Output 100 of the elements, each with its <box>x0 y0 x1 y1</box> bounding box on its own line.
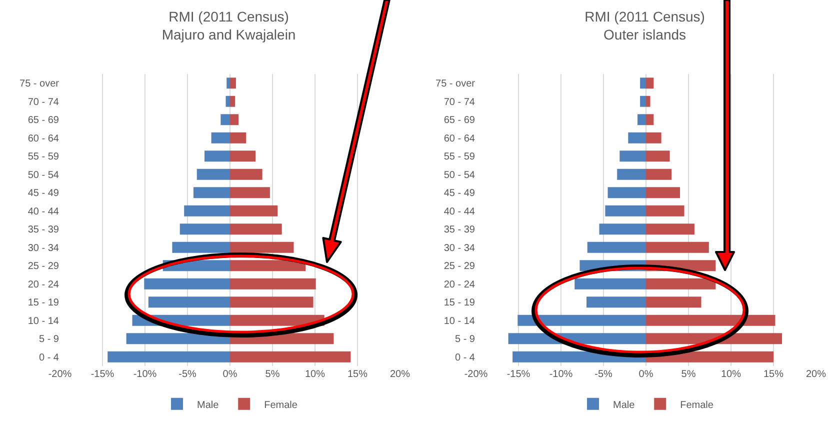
legend-label: Female <box>680 400 714 411</box>
bar <box>108 351 230 362</box>
chart-subtitle: Majuro and Kwajalein <box>162 26 296 43</box>
y-tick-label: 50 - 54 <box>28 170 60 181</box>
bar <box>628 132 646 144</box>
y-tick-label: 10 - 14 <box>28 316 60 327</box>
y-tick-label: 0 - 4 <box>454 352 476 364</box>
y-tick-label: 70 - 74 <box>28 96 60 108</box>
y-tick-label: 5 - 9 <box>454 334 476 346</box>
bar <box>646 96 650 107</box>
bar <box>230 150 256 162</box>
bar <box>230 205 278 216</box>
x-tick-label: -20% <box>48 369 72 380</box>
x-tick-label: -5% <box>178 369 196 380</box>
bar <box>226 96 230 107</box>
x-tick-label: -10% <box>549 369 573 380</box>
bar <box>230 78 236 89</box>
bar <box>646 242 709 253</box>
bar <box>617 168 646 180</box>
x-tick-label: 10% <box>720 369 742 380</box>
y-tick-label: 55 - 59 <box>28 152 60 163</box>
bar <box>638 114 646 126</box>
legend-label: Male <box>613 400 636 411</box>
bar <box>646 296 702 308</box>
bar <box>220 114 230 126</box>
y-tick-label: 60 - 64 <box>28 133 60 144</box>
y-tick-label: 65 - 69 <box>444 115 476 126</box>
y-tick-label: 25 - 29 <box>444 261 476 272</box>
y-tick-label: 15 - 19 <box>28 298 60 309</box>
bar <box>230 96 236 107</box>
bar <box>646 132 662 144</box>
bar <box>587 242 646 253</box>
bar <box>184 205 230 216</box>
y-tick-label: 65 - 69 <box>28 115 60 126</box>
bar <box>646 314 776 326</box>
y-tick-label: 75 - over <box>436 78 476 90</box>
bar <box>196 168 230 180</box>
bar <box>518 314 646 326</box>
y-tick-label: 20 - 24 <box>444 279 476 290</box>
y-tick-label: 50 - 54 <box>444 170 476 181</box>
x-tick-label: 15% <box>347 369 368 380</box>
y-tick-label: 30 - 34 <box>28 242 60 254</box>
bar <box>646 114 654 126</box>
bar <box>605 205 646 216</box>
chart-title: RMI (2011 Census) <box>584 8 705 24</box>
chart-title: RMI (2011 Census) <box>168 8 289 24</box>
bar <box>646 78 654 89</box>
y-tick-label: 25 - 29 <box>28 261 60 272</box>
x-tick-label: -10% <box>133 369 157 380</box>
y-tick-label: 70 - 74 <box>444 96 476 108</box>
x-tick-label: -15% <box>506 369 530 380</box>
bar <box>193 187 230 198</box>
chart-subtitle: Outer islands <box>604 26 686 43</box>
bar <box>646 278 716 290</box>
x-tick-label: 20% <box>806 369 826 380</box>
legend-label: Female <box>264 400 298 411</box>
bar <box>204 150 230 162</box>
y-tick-label: 45 - 49 <box>28 188 60 200</box>
x-tick-label: 5% <box>265 369 280 380</box>
y-tick-label: 60 - 64 <box>444 133 476 144</box>
bar <box>646 187 680 198</box>
bar <box>230 351 351 362</box>
bar <box>586 296 646 308</box>
bar <box>646 224 694 235</box>
x-tick-label: 15% <box>763 369 784 380</box>
bar <box>640 96 646 107</box>
y-tick-label: 20 - 24 <box>28 279 60 290</box>
bar <box>646 168 672 180</box>
y-tick-label: 40 - 44 <box>28 206 60 218</box>
bar <box>620 150 646 162</box>
bar <box>230 314 324 326</box>
x-tick-label: 10% <box>304 369 326 380</box>
bar <box>230 242 294 253</box>
bar <box>230 296 314 308</box>
bar <box>599 224 646 235</box>
x-tick-label: 0% <box>638 369 654 380</box>
y-tick-label: 35 - 39 <box>444 224 476 236</box>
y-tick-label: 55 - 59 <box>444 152 476 163</box>
y-tick-label: 40 - 44 <box>444 206 476 218</box>
bar <box>646 205 684 216</box>
y-tick-label: 30 - 34 <box>444 242 476 254</box>
bar <box>126 333 230 344</box>
bar <box>148 296 230 308</box>
x-tick-label: -20% <box>464 369 488 380</box>
y-tick-label: 10 - 14 <box>444 316 476 327</box>
bar <box>230 168 262 180</box>
y-tick-label: 15 - 19 <box>444 298 476 309</box>
y-tick-label: 5 - 9 <box>38 334 60 346</box>
bar <box>230 224 282 235</box>
bar <box>230 278 316 290</box>
bar <box>172 242 230 253</box>
x-tick-label: -5% <box>594 369 612 380</box>
bar <box>144 278 230 290</box>
bar <box>230 260 306 272</box>
y-tick-label: 75 - over <box>20 78 60 90</box>
x-tick-label: -15% <box>90 369 114 380</box>
bar <box>574 278 646 290</box>
bar <box>230 187 270 198</box>
y-tick-label: 45 - 49 <box>444 188 476 200</box>
x-tick-label: 20% <box>390 369 410 380</box>
